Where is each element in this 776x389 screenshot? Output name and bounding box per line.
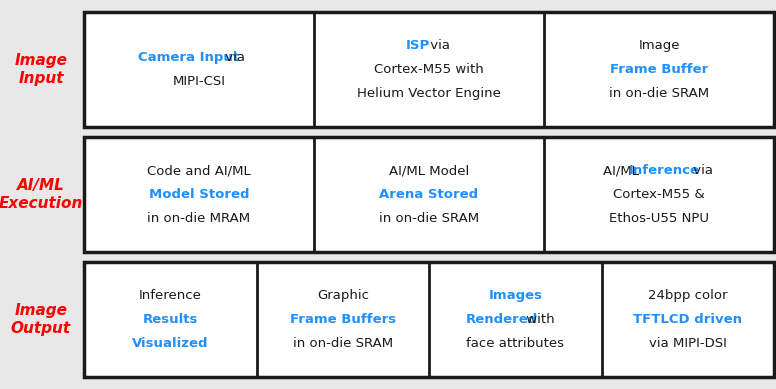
Text: via MIPI-DSI: via MIPI-DSI — [649, 337, 726, 350]
Text: face attributes: face attributes — [466, 337, 564, 350]
Text: 24bpp color: 24bpp color — [648, 289, 728, 302]
Text: in on-die MRAM: in on-die MRAM — [147, 212, 251, 225]
Bar — [84, 137, 774, 252]
Text: Rendered: Rendered — [466, 313, 538, 326]
Text: via: via — [688, 164, 712, 177]
Text: Visualized: Visualized — [132, 337, 209, 350]
Text: Model Stored: Model Stored — [149, 188, 249, 201]
Text: Frame Buffer: Frame Buffer — [610, 63, 708, 76]
Text: Inference: Inference — [139, 289, 202, 302]
Text: Code and AI/ML: Code and AI/ML — [147, 164, 251, 177]
Text: Helium Vector Engine: Helium Vector Engine — [357, 87, 501, 100]
Text: Graphic: Graphic — [317, 289, 369, 302]
Text: Images: Images — [488, 289, 542, 302]
Text: Results: Results — [143, 313, 198, 326]
Text: Arena Stored: Arena Stored — [379, 188, 479, 201]
Text: in on-die SRAM: in on-die SRAM — [609, 87, 709, 100]
Text: Image
Output: Image Output — [11, 303, 71, 336]
Text: in on-die SRAM: in on-die SRAM — [379, 212, 479, 225]
Text: ISP: ISP — [406, 39, 431, 52]
Bar — [84, 262, 774, 377]
Text: via: via — [425, 39, 449, 52]
Text: in on-die SRAM: in on-die SRAM — [293, 337, 393, 350]
Text: TFTLCD driven: TFTLCD driven — [633, 313, 743, 326]
Text: MIPI-CSI: MIPI-CSI — [172, 75, 226, 88]
Text: Cortex-M55 with: Cortex-M55 with — [374, 63, 484, 76]
Bar — [84, 12, 774, 127]
Text: Camera Input: Camera Input — [138, 51, 239, 64]
Text: Inference: Inference — [629, 164, 700, 177]
Text: Ethos-U55 NPU: Ethos-U55 NPU — [609, 212, 709, 225]
Text: with: with — [521, 313, 554, 326]
Text: Frame Buffers: Frame Buffers — [289, 313, 396, 326]
Text: AI/ML: AI/ML — [603, 164, 643, 177]
Text: AI/ML
Execution: AI/ML Execution — [0, 178, 83, 211]
Text: Cortex-M55 &: Cortex-M55 & — [613, 188, 705, 201]
Text: Image
Input: Image Input — [15, 53, 68, 86]
Text: via: via — [221, 51, 245, 64]
Text: AI/ML Model: AI/ML Model — [389, 164, 469, 177]
Text: Image: Image — [638, 39, 680, 52]
